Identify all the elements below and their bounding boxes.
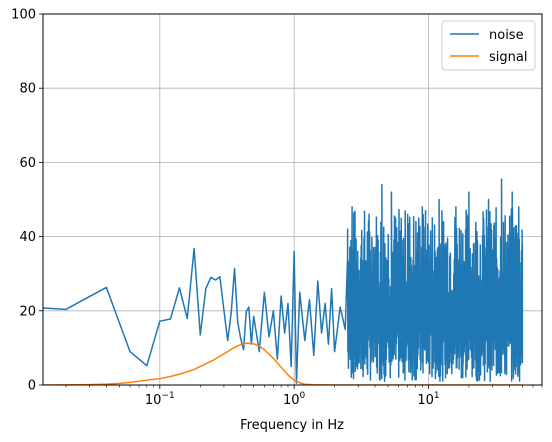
legend-label-noise: noise [489, 28, 524, 43]
x-tick-label: 10−1 [145, 391, 175, 408]
y-tick-label: 100 [11, 8, 36, 23]
x-tick-label: 100 [283, 391, 306, 408]
y-tick-label: 80 [19, 82, 36, 97]
series-line-noise [43, 178, 524, 384]
x-tick-label: 101 [417, 391, 439, 408]
axis-ticks: 0 20 40 60 80 100 10−1 100 101 [11, 8, 543, 408]
y-tick-label: 20 [19, 304, 36, 319]
plot-frame [42, 13, 543, 386]
y-tick-label: 0 [28, 379, 36, 394]
y-tick-label: 40 [19, 230, 36, 245]
legend-label-signal: signal [489, 50, 527, 65]
x-axis-label: Frequency in Hz [240, 418, 344, 433]
y-tick-label: 60 [19, 156, 36, 171]
legend: noise signal [441, 20, 536, 71]
